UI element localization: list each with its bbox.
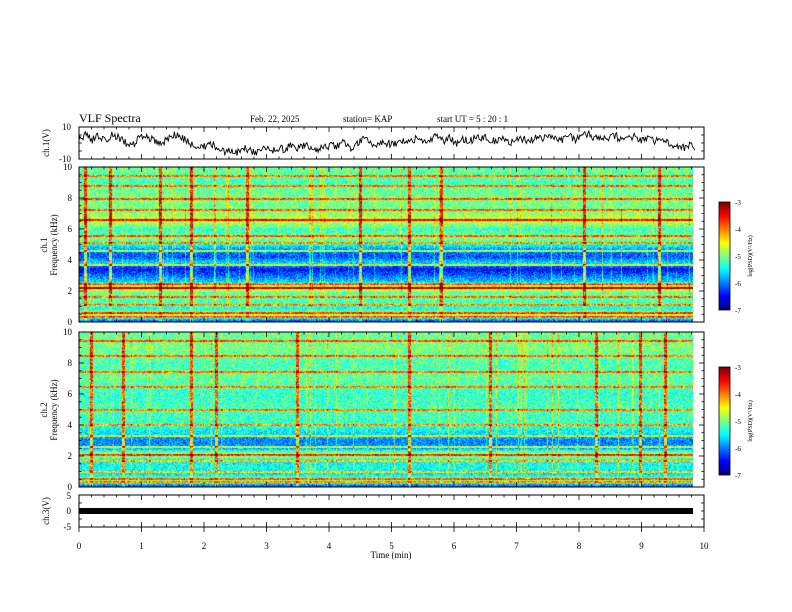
- ch2-channel-label: ch.2: [39, 402, 49, 417]
- ch2-frequency-axis-label: Frequency (kHz): [49, 379, 59, 440]
- xtick-label-1: 1: [139, 541, 144, 551]
- xtick-label-0: 0: [77, 541, 82, 551]
- ch3-ytick-5: 5: [67, 491, 72, 501]
- xtick-label-7: 7: [514, 541, 519, 551]
- ch1-spectrogram-image: [79, 167, 693, 322]
- ch1-ytick-4: 4: [68, 255, 73, 265]
- start-time-label: start UT = 5 : 20 : 1: [437, 114, 508, 124]
- xtick-label-8: 8: [577, 541, 582, 551]
- colorbar-ch1-tick-minus3: -3: [735, 199, 741, 207]
- colorbar-ch2-tick-minus6: -6: [735, 445, 741, 453]
- axis-ticks: [78, 126, 705, 532]
- ch1-voltage-axis-label: ch.1(V): [41, 129, 51, 157]
- colorbar-ch1-tick-minus6: -6: [735, 280, 741, 288]
- colorbar-ch1: -3 -4 -5 -6 -7 log(PSD)(V²/Hz): [718, 199, 754, 315]
- xtick-label-6: 6: [452, 541, 457, 551]
- xtick-label-2: 2: [202, 541, 207, 551]
- colorbar-ch1-gradient: [719, 202, 730, 310]
- xtick-label-10: 10: [700, 541, 710, 551]
- ch2-ytick-10: 10: [63, 327, 73, 337]
- figure-title: VLF Spectra: [79, 111, 141, 125]
- colorbar-ch2: -3 -4 -5 -6 -7 log(PSD)(V²/Hz): [718, 364, 754, 480]
- ch3-voltage-axis-label: ch.3(V): [41, 497, 51, 525]
- ch1-waveform-line: [78, 129, 696, 157]
- ch3-waveform-panel: 5 0 -5 ch.3(V): [41, 491, 705, 532]
- ch1-ytick-bottom: -10: [59, 154, 71, 164]
- xtick-label-4: 4: [327, 541, 332, 551]
- colorbar-ch2-tick-minus7: -7: [735, 472, 741, 480]
- colorbar-ch2-tick-minus5: -5: [735, 418, 741, 426]
- ch3-ytick-minus5: -5: [64, 522, 72, 532]
- ch2-ytick-8: 8: [68, 358, 73, 368]
- ch2-ytick-2: 2: [68, 451, 73, 461]
- ch3-constant-trace: [79, 508, 693, 514]
- station-label: station= KAP: [343, 114, 392, 124]
- ch1-ytick-2: 2: [68, 286, 73, 296]
- ch1-waveform-panel: 10 -10 ch.1(V): [41, 122, 705, 164]
- ch3-ytick-0: 0: [67, 506, 72, 516]
- ch1-ytick-10: 10: [63, 162, 73, 172]
- ch1-frequency-axis-label: Frequency (kHz): [49, 214, 59, 275]
- ch2-ytick-0: 0: [68, 482, 73, 492]
- colorbar-ch2-frame: [718, 366, 731, 476]
- ch1-spectrogram-panel: 0 2 4 6 8 10 ch.1 Frequency (kHz): [39, 162, 705, 327]
- colorbar-ch1-tick-minus5: -5: [735, 253, 741, 261]
- ch1-channel-label: ch.1: [39, 237, 49, 252]
- ch1-ytick-8: 8: [68, 193, 73, 203]
- time-axis-label: Time (min): [371, 550, 412, 560]
- xtick-label-9: 9: [639, 541, 644, 551]
- time-axis-tick-labels: 0 1 2 3 4 5 6 7 8 9 10: [77, 541, 709, 551]
- xtick-label-5: 5: [389, 541, 394, 551]
- colorbar-ch1-frame: [718, 201, 731, 311]
- colorbar-ch1-label: log(PSD)(V²/Hz): [747, 235, 754, 276]
- colorbar-ch1-tick-minus4: -4: [735, 226, 741, 234]
- ch2-spectrogram-panel: 0 2 4 6 8 10 ch.2 Frequency (kHz): [39, 327, 705, 492]
- colorbar-ch2-tick-minus4: -4: [735, 391, 741, 399]
- xtick-label-3: 3: [264, 541, 269, 551]
- ch1-ytick-6: 6: [68, 224, 73, 234]
- ch1-ytick-0: 0: [68, 317, 73, 327]
- colorbar-ch2-label: log(PSD)(V²/Hz): [747, 400, 754, 441]
- colorbar-ch2-tick-minus3: -3: [735, 364, 741, 372]
- ch2-spectrogram-image: [79, 332, 693, 487]
- ch1-ytick-top: 10: [62, 122, 72, 132]
- ch2-ytick-6: 6: [68, 389, 73, 399]
- ch2-ytick-4: 4: [68, 420, 73, 430]
- colorbar-ch1-tick-minus7: -7: [735, 307, 741, 315]
- date-label: Feb. 22, 2025: [250, 114, 300, 124]
- colorbar-ch2-gradient: [719, 367, 730, 475]
